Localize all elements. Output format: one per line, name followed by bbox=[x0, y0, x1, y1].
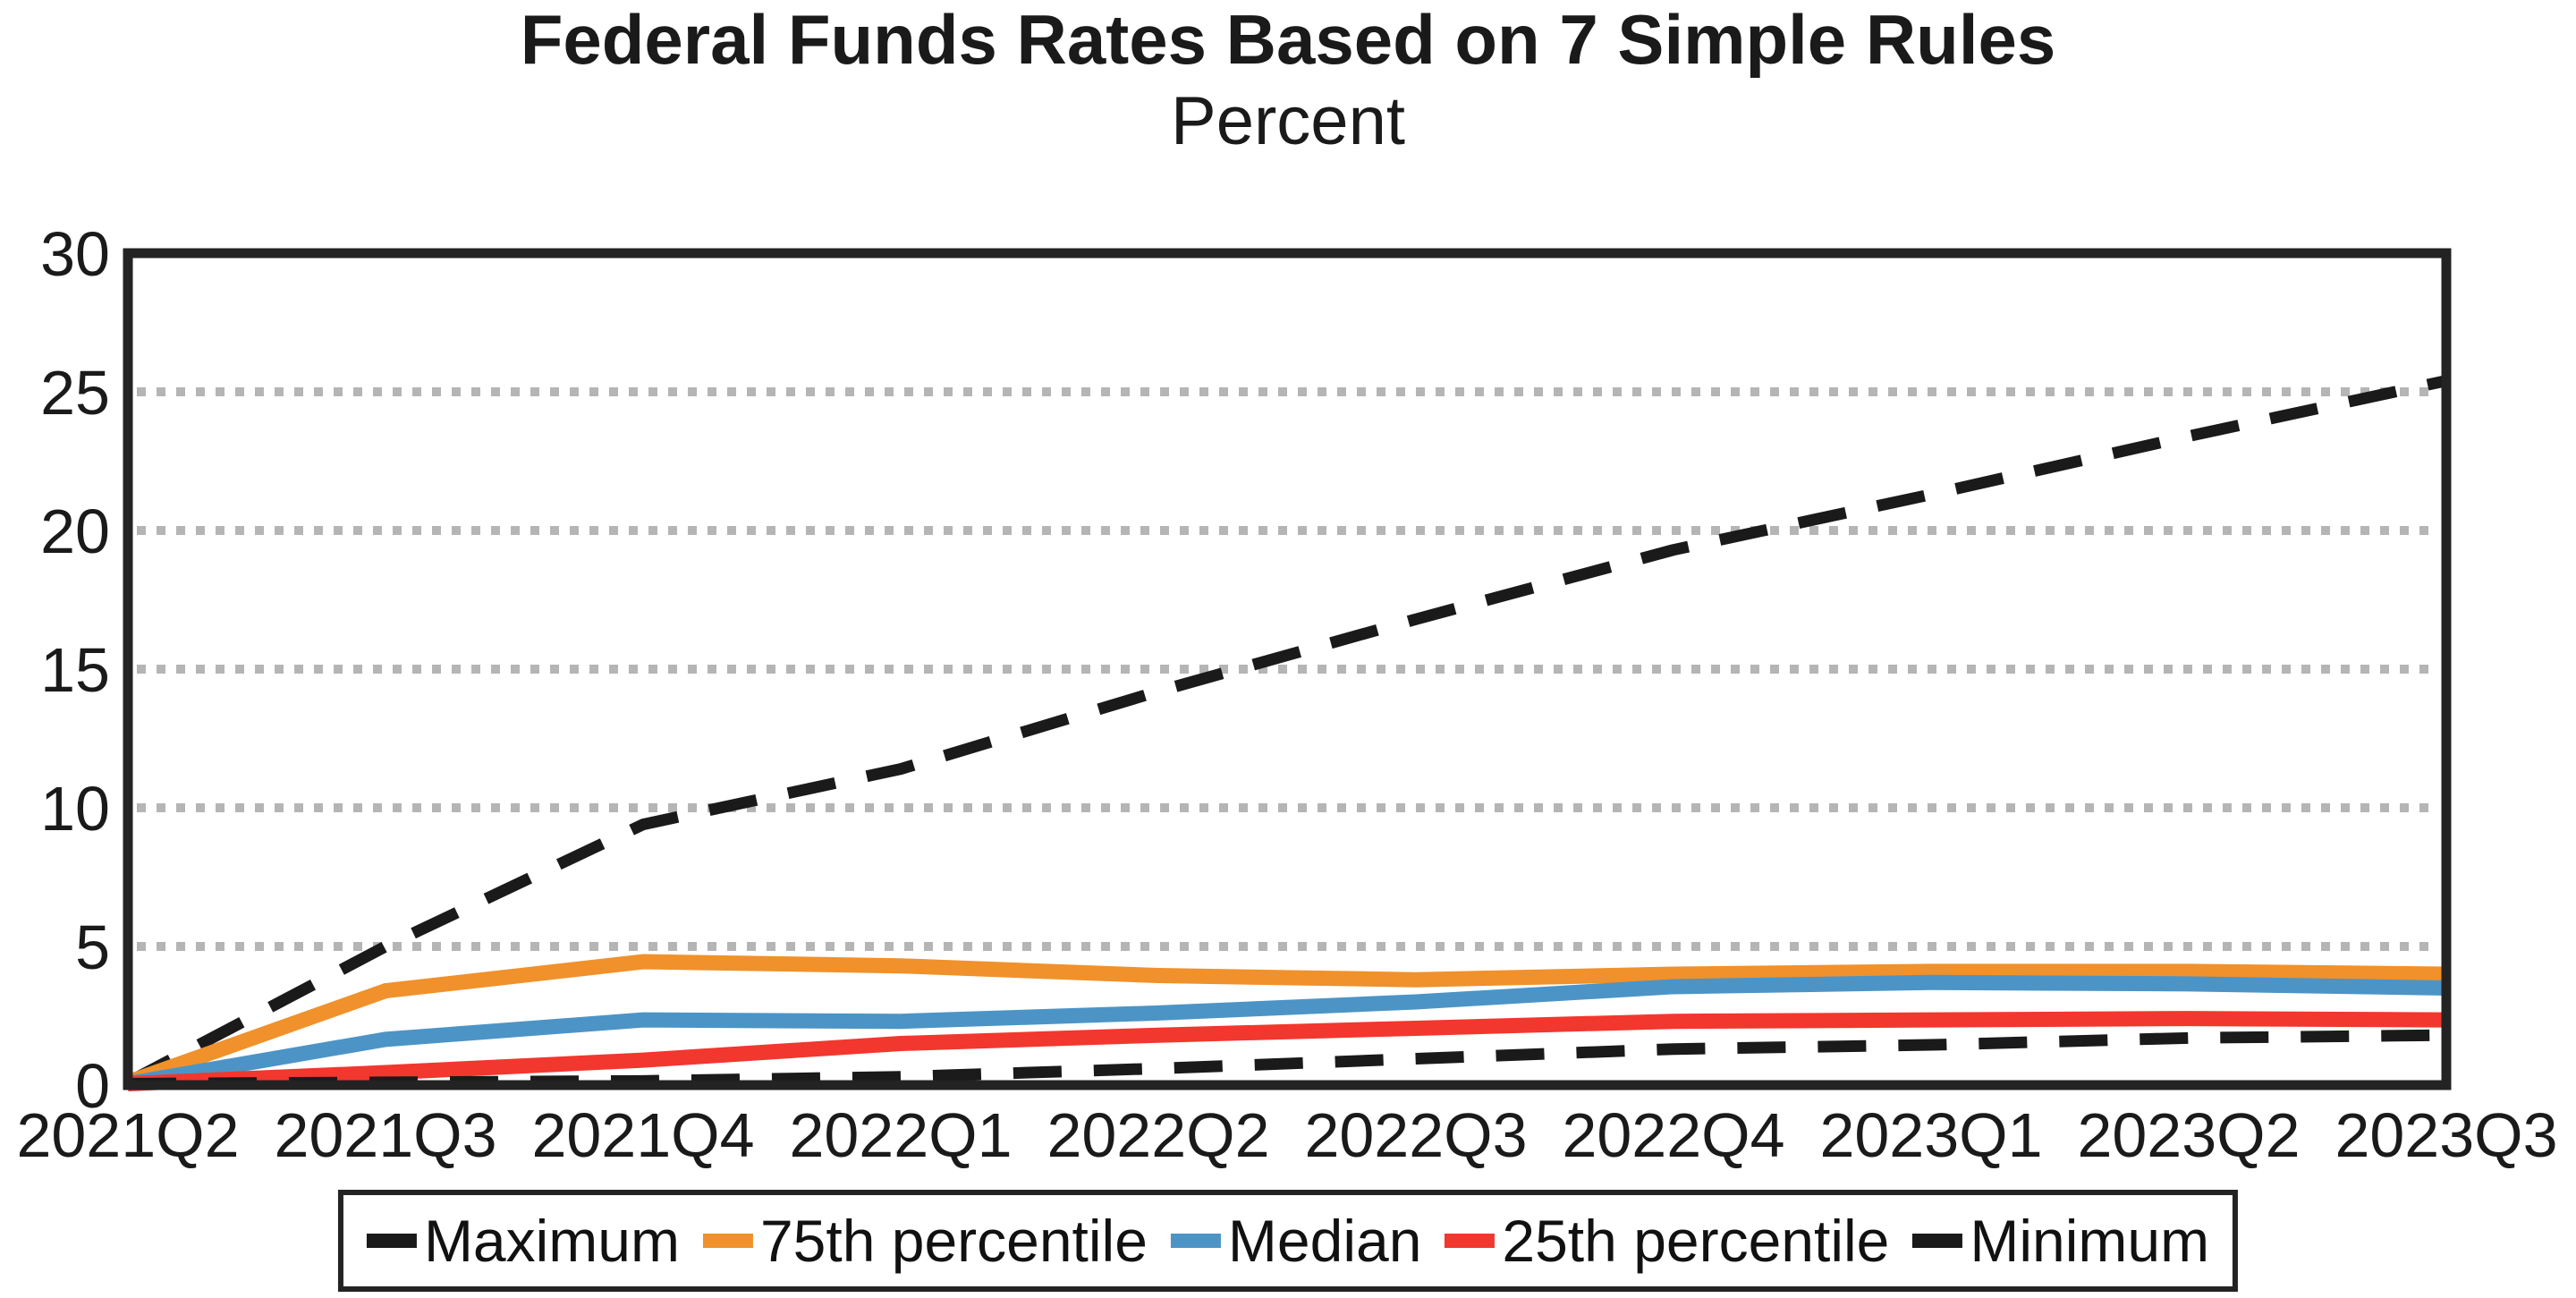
legend-item-75th-percentile: 75th percentile bbox=[702, 1208, 1148, 1274]
x-tick-label: 2023Q2 bbox=[2077, 1100, 2300, 1170]
chart-subtitle: Percent bbox=[1171, 83, 1405, 159]
legend-label: Median bbox=[1227, 1208, 1422, 1274]
series-line-25th-percentile bbox=[127, 1011, 2447, 1091]
legend-label: Minimum bbox=[1970, 1208, 2210, 1274]
chart-title: Federal Funds Rates Based on 7 Simple Ru… bbox=[520, 0, 2056, 79]
legend-swatch-median bbox=[1170, 1234, 1221, 1248]
legend-item-minimum: Minimum bbox=[1912, 1211, 2209, 1270]
x-tick-label: 2021Q2 bbox=[16, 1100, 239, 1170]
x-tick-label: 2022Q2 bbox=[1046, 1100, 1269, 1170]
x-tick-label: 2021Q4 bbox=[531, 1100, 754, 1170]
series-line-median bbox=[126, 974, 2447, 1091]
series-line-minimum bbox=[127, 1029, 2447, 1090]
legend-item-median: Median bbox=[1170, 1208, 1422, 1274]
series-line-maximum bbox=[124, 375, 2448, 1088]
legend-label: 75th percentile bbox=[759, 1208, 1148, 1274]
y-tick-label: 25 bbox=[40, 358, 110, 428]
y-tick-label: 10 bbox=[40, 774, 110, 844]
legend-label: Maximum bbox=[423, 1208, 680, 1274]
x-tick-label: 2023Q1 bbox=[1819, 1100, 2042, 1170]
x-tick-label: 2021Q3 bbox=[274, 1100, 496, 1170]
series-line-75th-percentile bbox=[125, 954, 2447, 1090]
legend-swatch-minimum bbox=[1912, 1234, 1963, 1248]
y-tick-label: 30 bbox=[40, 219, 110, 289]
x-tick-label: 2022Q1 bbox=[789, 1100, 1012, 1170]
y-tick-label: 5 bbox=[75, 912, 110, 982]
y-tick-label: 20 bbox=[40, 496, 110, 566]
legend-swatch-75th-percentile bbox=[702, 1234, 753, 1248]
x-tick-label: 2023Q3 bbox=[2334, 1100, 2557, 1170]
y-tick-label: 15 bbox=[40, 635, 110, 705]
plot-border bbox=[123, 248, 2452, 1090]
legend: Maximum 75th percentile Median 25th percent… bbox=[337, 1190, 2239, 1292]
y-tick-label: 0 bbox=[75, 1051, 110, 1121]
legend-swatch-maximum bbox=[366, 1234, 417, 1248]
legend-item-maximum: Maximum bbox=[366, 1208, 680, 1274]
x-tick-label: 2022Q4 bbox=[1562, 1100, 1784, 1170]
legend-swatch-25th-percentile bbox=[1445, 1234, 1496, 1248]
x-tick-label: 2022Q3 bbox=[1304, 1100, 1527, 1170]
legend-label: 25th percentile bbox=[1502, 1208, 1890, 1274]
legend-item-25th-percentile: 25th percentile bbox=[1445, 1211, 1889, 1270]
